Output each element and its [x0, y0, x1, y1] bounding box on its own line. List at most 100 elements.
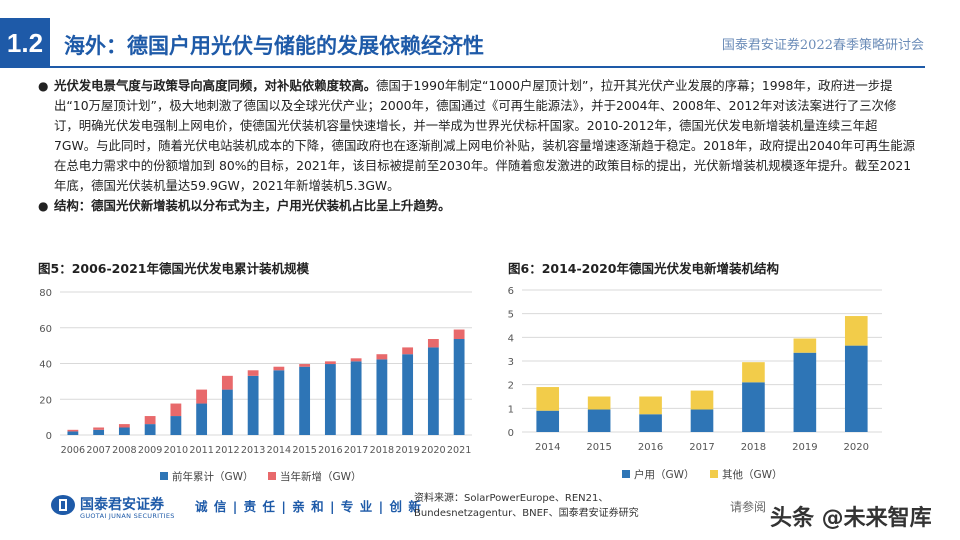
- bar-segment-base: [427, 347, 439, 435]
- bar-segment-top: [536, 387, 560, 411]
- conference-name: 国泰君安证券2022春季策略研讨会: [721, 38, 924, 53]
- legend-label: 户用（GW）: [634, 468, 695, 481]
- bullet-body: 德国于1990年制定“1000户屋顶计划”，拉开其光伏产业发展的序幕；1998年…: [54, 78, 916, 193]
- y-tick-label: 6: [508, 286, 514, 297]
- bullet-list: ● 光伏发电景气度与政策导向高度同频，对补贴依赖度较高。德国于1990年制定“1…: [38, 76, 918, 216]
- bar-segment-top: [639, 396, 662, 415]
- x-tick-label: 2014: [267, 445, 291, 456]
- bar-segment-base: [67, 431, 79, 435]
- bar-segment-base: [376, 359, 388, 435]
- bar-segment-top: [690, 390, 714, 410]
- y-tick-label: 1: [508, 404, 514, 415]
- legend-swatch: [160, 472, 168, 480]
- y-tick-label: 0: [46, 431, 52, 442]
- bullet-item-policy: ● 光伏发电景气度与政策导向高度同频，对补贴依赖度较高。德国于1990年制定“1…: [38, 76, 918, 196]
- bar-segment-base: [170, 416, 182, 435]
- bar-segment-base: [453, 339, 465, 435]
- bar-segment-base: [690, 409, 714, 432]
- x-tick-label: 2006: [61, 445, 85, 456]
- y-tick-label: 3: [508, 357, 514, 368]
- chart5-title: 图5：2006-2021年德国光伏发电累计装机规模: [38, 261, 309, 276]
- y-tick-label: 20: [39, 395, 52, 406]
- y-tick-label: 40: [39, 360, 52, 371]
- bar-segment-base: [273, 370, 285, 435]
- y-tick-label: 5: [508, 310, 514, 321]
- disclaimer-note: 请参阅: [730, 500, 767, 514]
- legend-swatch: [710, 470, 718, 478]
- bar-segment-top: [844, 316, 868, 346]
- x-tick-label: 2009: [138, 445, 162, 456]
- x-tick-label: 2018: [741, 442, 766, 453]
- bar-segment-base: [844, 345, 868, 432]
- x-tick-label: 2018: [370, 445, 394, 456]
- x-tick-label: 2020: [421, 445, 445, 456]
- x-tick-label: 2021: [447, 445, 471, 456]
- logo-text-cn: 国泰君安证券: [80, 497, 164, 513]
- bar-segment-base: [402, 354, 414, 435]
- x-tick-label: 2011: [189, 445, 213, 456]
- watermark: 头条 @未来智库: [770, 506, 932, 531]
- bar-segment-top: [118, 424, 130, 428]
- bar-segment-top: [324, 361, 336, 365]
- x-tick-label: 2019: [792, 442, 817, 453]
- bar-segment-top: [273, 366, 285, 371]
- logo-mark-icon: [51, 495, 75, 515]
- x-tick-label: 2015: [292, 445, 316, 456]
- bullet-heading: 光伏发电景气度与政策导向高度同频，对补贴依赖度较高。: [54, 78, 377, 93]
- bar-segment-base: [247, 375, 259, 435]
- bar-segment-base: [118, 427, 130, 435]
- bar-segment-top: [587, 396, 611, 410]
- source-line-1: 资料来源：SolarPowerEurope、REN21、: [414, 493, 609, 504]
- legend-label: 当年新增（GW）: [280, 470, 362, 483]
- chart6-title: 图6：2014-2020年德国光伏发电新增装机结构: [508, 261, 779, 276]
- bar-segment-base: [639, 414, 662, 432]
- slide-title: 海外：德国户用光伏与储能的发展依赖经济性: [64, 34, 484, 58]
- x-tick-label: 2007: [86, 445, 110, 456]
- brand-logo: 国泰君安证券 GUOTAI JUNAN SECURITIES: [50, 492, 180, 522]
- section-number: 1.2: [0, 18, 50, 68]
- x-tick-label: 2008: [112, 445, 136, 456]
- x-tick-label: 2020: [844, 442, 869, 453]
- bar-segment-top: [247, 370, 259, 376]
- bar-segment-top: [453, 329, 465, 340]
- x-tick-label: 2013: [241, 445, 265, 456]
- bar-segment-top: [376, 354, 388, 360]
- bar-segment-top: [93, 427, 105, 430]
- x-tick-label: 2012: [215, 445, 239, 456]
- bar-segment-base: [93, 429, 105, 435]
- x-tick-label: 2014: [535, 442, 560, 453]
- x-tick-label: 2016: [638, 442, 663, 453]
- legend-swatch: [268, 472, 276, 480]
- bar-segment-base: [742, 382, 765, 432]
- data-source: 资料来源：SolarPowerEurope、REN21、 Bundesnetza…: [414, 491, 714, 521]
- bar-segment-top: [221, 375, 233, 390]
- x-tick-label: 2010: [164, 445, 188, 456]
- x-tick-label: 2015: [586, 442, 611, 453]
- bullet-dot-icon: ●: [38, 199, 49, 213]
- bar-segment-base: [350, 361, 362, 435]
- bar-segment-top: [170, 403, 182, 417]
- bullet-dot-icon: ●: [38, 79, 49, 93]
- bar-segment-top: [67, 429, 79, 432]
- bar-segment-base: [324, 364, 336, 435]
- x-tick-label: 2017: [344, 445, 368, 456]
- bar-segment-base: [536, 410, 560, 432]
- bar-segment-top: [299, 364, 311, 367]
- y-tick-label: 60: [39, 324, 52, 335]
- bar-segment-top: [427, 339, 439, 348]
- bar-segment-base: [299, 366, 311, 435]
- bar-segment-top: [402, 347, 414, 355]
- y-tick-label: 4: [508, 333, 514, 344]
- x-tick-label: 2017: [689, 442, 714, 453]
- x-tick-label: 2019: [395, 445, 419, 456]
- bullet-item-structure: ● 结构：德国光伏新增装机以分布式为主，户用光伏装机占比呈上升趋势。: [38, 196, 918, 216]
- company-slogan: 诚 信 | 责 任 | 亲 和 | 专 业 | 创 新: [195, 499, 422, 514]
- bar-segment-base: [144, 424, 156, 435]
- bar-segment-top: [742, 362, 765, 383]
- slide-header: 1.2 海外：德国户用光伏与储能的发展依赖经济性 国泰君安证券2022春季策略研…: [0, 18, 960, 68]
- chart6-stacked-bar: 0 1 2 3 4 5 6 2014 2015 2016 2017 2018 2019 2020 户用（GW…: [508, 286, 882, 481]
- source-line-2: Bundesnetzagentur、BNEF、国泰君安证券研究: [414, 508, 639, 519]
- bar-segment-base: [587, 409, 611, 432]
- bar-segment-top: [144, 416, 156, 425]
